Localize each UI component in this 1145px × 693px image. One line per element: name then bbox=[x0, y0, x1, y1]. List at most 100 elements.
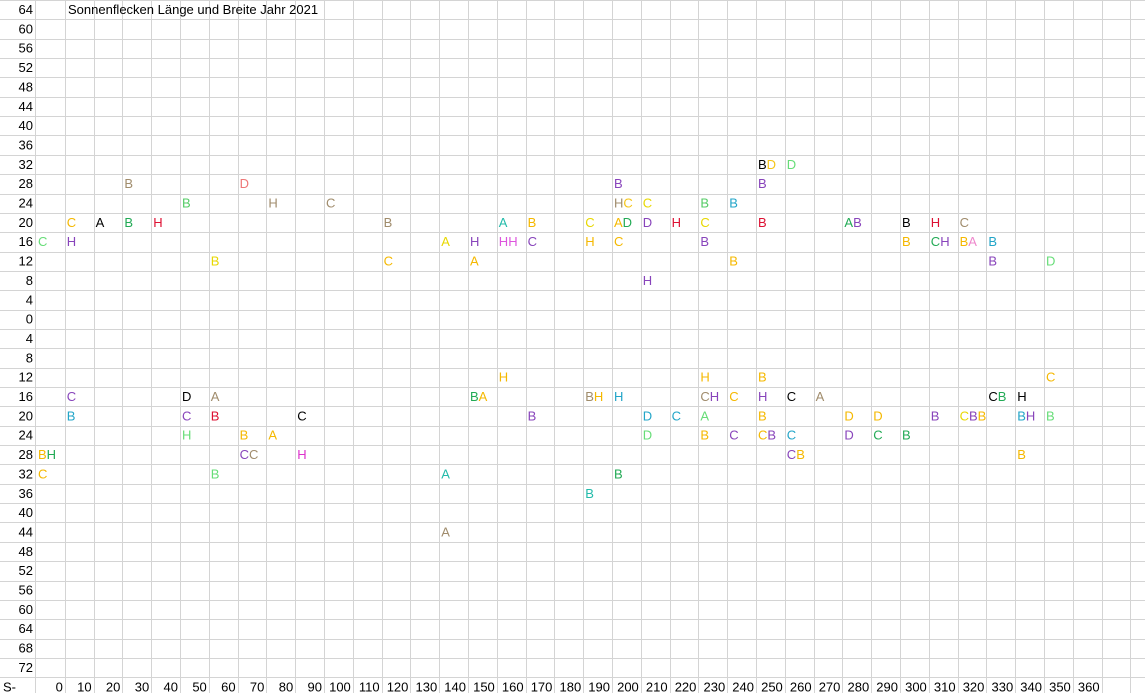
y-tick-label: 0 bbox=[26, 312, 33, 327]
sunspot-point: BH bbox=[585, 389, 603, 404]
sunspot-point: B bbox=[240, 428, 249, 443]
x-tick-label: 10 bbox=[77, 679, 91, 693]
sunspot-label: B bbox=[614, 176, 623, 191]
sunspot-label: B bbox=[758, 157, 767, 172]
sunspot-label: C bbox=[960, 215, 969, 230]
sunspot-label: B bbox=[758, 176, 767, 191]
sunspot-label: A bbox=[470, 254, 479, 269]
sunspot-label: B bbox=[470, 389, 479, 404]
sunspot-label: H bbox=[758, 389, 767, 404]
sunspot-point: B bbox=[902, 234, 911, 249]
sunspot-label: B bbox=[67, 408, 76, 423]
x-tick-label: 50 bbox=[192, 679, 206, 693]
sunspot-label: H bbox=[153, 215, 162, 230]
sunspot-point: B bbox=[124, 176, 133, 191]
sunspot-label: C bbox=[960, 408, 969, 423]
sunspot-point: C bbox=[585, 215, 594, 230]
x-tick-label: 140 bbox=[444, 679, 466, 693]
x-tick-label: 260 bbox=[790, 679, 812, 693]
sunspot-label: B bbox=[1017, 447, 1026, 462]
x-tick-label: 40 bbox=[164, 679, 178, 693]
y-tick-label: 20 bbox=[19, 408, 33, 423]
sunspot-point: B bbox=[902, 428, 911, 443]
sunspot-label: D bbox=[643, 428, 652, 443]
y-tick-label: 36 bbox=[19, 137, 33, 152]
sunspot-point: C bbox=[528, 234, 537, 249]
sunspot-label: C bbox=[931, 234, 940, 249]
sunspot-label: B bbox=[758, 408, 767, 423]
sunspot-label: H bbox=[700, 370, 709, 385]
sunspot-label: B bbox=[528, 215, 537, 230]
sunspot-label: C bbox=[643, 196, 652, 211]
sunspot-point: C bbox=[67, 389, 76, 404]
sunspot-point: B bbox=[902, 215, 911, 230]
sunspot-label: H bbox=[643, 273, 652, 288]
sunspot-label: B bbox=[988, 234, 997, 249]
sunspot-point: BD bbox=[758, 157, 776, 172]
x-axis-prefix: S- bbox=[3, 679, 16, 693]
sunspot-point: H bbox=[182, 428, 191, 443]
x-tick-label: 150 bbox=[473, 679, 495, 693]
y-tick-label: 8 bbox=[26, 350, 33, 365]
y-tick-label: 24 bbox=[19, 196, 33, 211]
sunspot-label: C bbox=[528, 234, 537, 249]
sunspot-point: B bbox=[758, 408, 767, 423]
sunspot-point: B bbox=[1017, 447, 1026, 462]
sunspot-point: B bbox=[614, 466, 623, 481]
sunspot-label: H bbox=[940, 234, 949, 249]
x-tick-label: 60 bbox=[221, 679, 235, 693]
sunspot-point: H bbox=[470, 234, 479, 249]
sunspot-label: C bbox=[38, 466, 47, 481]
sunspot-label: C bbox=[240, 447, 249, 462]
sunspot-point: H bbox=[758, 389, 767, 404]
sunspot-point: H bbox=[1017, 389, 1026, 404]
sunspot-point: HH bbox=[499, 234, 518, 249]
sunspot-point: B bbox=[384, 215, 393, 230]
sunspot-point: BH bbox=[1017, 408, 1035, 423]
sunspot-point: C bbox=[787, 428, 796, 443]
y-tick-label: 72 bbox=[19, 660, 33, 675]
sunspot-label: D bbox=[240, 176, 249, 191]
x-tick-label: 100 bbox=[329, 679, 351, 693]
y-axis-labels: 6460565248444036322824201612840481216202… bbox=[19, 2, 33, 675]
sunspot-point: B bbox=[931, 408, 940, 423]
sunspot-point: B bbox=[528, 408, 537, 423]
sunspot-point: B bbox=[988, 234, 997, 249]
sunspot-label: C bbox=[67, 389, 76, 404]
y-tick-label: 4 bbox=[26, 331, 33, 346]
sunspot-label: C bbox=[585, 215, 594, 230]
sunspot-label: H bbox=[594, 389, 603, 404]
sunspot-point: CC bbox=[240, 447, 259, 462]
sunspot-label: C bbox=[182, 408, 191, 423]
sunspot-point: B bbox=[211, 254, 220, 269]
sunspot-point: B bbox=[585, 486, 594, 501]
sunspot-label: H bbox=[710, 389, 719, 404]
sunspot-label: B bbox=[38, 447, 47, 462]
sunspot-point: BH bbox=[38, 447, 56, 462]
x-tick-label: 30 bbox=[135, 679, 149, 693]
sunspot-label: H bbox=[297, 447, 306, 462]
data-points: BD DB D B BB H C HC C B BC A B H B A B C AD D H C B AB B H CC H A H HH… bbox=[38, 157, 1055, 540]
sunspot-label: H bbox=[470, 234, 479, 249]
x-axis-labels: S- 0 10 20 30 40 50 60 70 80 90 100 110 120 130 140 150 1… bbox=[3, 679, 1100, 693]
x-tick-label: 130 bbox=[415, 679, 437, 693]
sunspot-point: D bbox=[844, 428, 853, 443]
x-tick-label: 0 bbox=[56, 679, 63, 693]
sunspot-label: B bbox=[902, 428, 911, 443]
sunspot-point: H bbox=[931, 215, 940, 230]
x-tick-label: 20 bbox=[106, 679, 120, 693]
sunspot-label: A bbox=[441, 466, 450, 481]
sunspot-point: B bbox=[67, 408, 76, 423]
y-tick-label: 64 bbox=[19, 2, 33, 17]
y-tick-label: 68 bbox=[19, 641, 33, 656]
y-tick-label: 40 bbox=[19, 118, 33, 133]
sunspot-point: C bbox=[729, 428, 738, 443]
sunspot-label: D bbox=[1046, 254, 1055, 269]
sunspot-label: H bbox=[47, 447, 56, 462]
sunspot-label: H bbox=[672, 215, 681, 230]
sunspot-point: C bbox=[960, 215, 969, 230]
sunspot-point: C bbox=[700, 215, 709, 230]
sunspot-label: C bbox=[297, 408, 306, 423]
sunspot-label: C bbox=[326, 196, 335, 211]
sunspot-label: B bbox=[614, 466, 623, 481]
